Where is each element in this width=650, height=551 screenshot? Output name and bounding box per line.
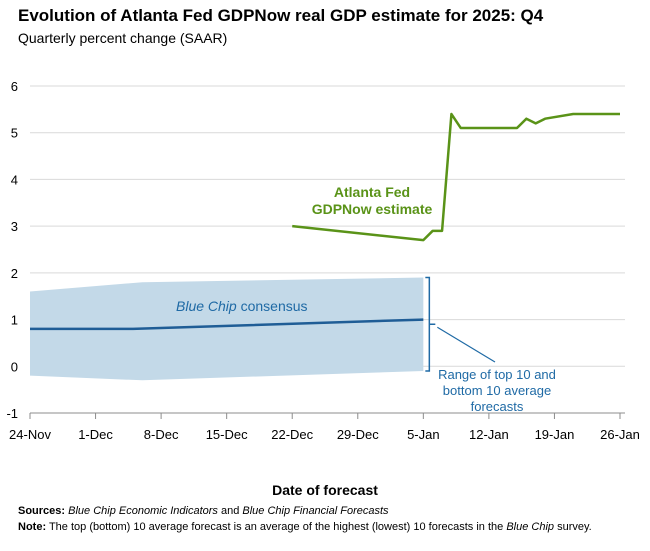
- forecast-range-band: [30, 277, 424, 381]
- y-tick-label-4: 4: [11, 172, 18, 187]
- chart-title: Evolution of Atlanta Fed GDPNow real GDP…: [18, 6, 544, 25]
- note-italic: Blue Chip: [506, 521, 555, 533]
- note-text-2: survey.: [554, 521, 592, 533]
- consensus-annotation-rest: consensus: [237, 298, 308, 314]
- gdpnow-line: [292, 112, 620, 242]
- footnote: Note: The top (bottom) 10 average foreca…: [18, 521, 592, 533]
- x-tick-label-19-Jan: 19-Jan: [535, 427, 575, 442]
- y-tick-label--1: -1: [6, 406, 18, 421]
- source-2: Blue Chip Financial Forecasts: [242, 505, 389, 517]
- x-axis-title: Date of forecast: [272, 482, 378, 498]
- gdpnow-annotation-line1: Atlanta Fed: [334, 184, 410, 200]
- note-label: Note:: [18, 521, 47, 533]
- forecast-range-band-layer: [30, 277, 424, 381]
- x-tick-label-15-Dec: 15-Dec: [206, 427, 248, 442]
- y-tick-label-5: 5: [11, 126, 18, 141]
- sources-and: and: [217, 505, 243, 517]
- series-layer: [30, 112, 620, 331]
- note-text-1: The top (bottom) 10 average forecast is …: [46, 521, 507, 533]
- x-tick-label-22-Dec: 22-Dec: [271, 427, 313, 442]
- x-tick-label-29-Dec: 29-Dec: [337, 427, 379, 442]
- range-annotation-line1: Range of top 10 and: [438, 367, 556, 382]
- sources-note: Sources: Blue Chip Economic Indicators a…: [18, 505, 389, 517]
- x-tick-label-1-Dec: 1-Dec: [78, 427, 113, 442]
- y-tick-label-6: 6: [11, 79, 18, 94]
- y-tick-label-0: 0: [11, 359, 18, 374]
- blue-chip-consensus-line: [30, 318, 424, 331]
- y-tick-label-3: 3: [11, 219, 18, 234]
- consensus-annotation-italic: Blue Chip: [176, 298, 237, 314]
- y-tick-label-2: 2: [11, 266, 18, 281]
- range-bracket: [425, 276, 431, 372]
- x-tick-label-26-Jan: 26-Jan: [600, 427, 640, 442]
- gdpnow-annotation-line2: GDPNow estimate: [312, 201, 433, 217]
- x-tick-label-12-Jan: 12-Jan: [469, 427, 509, 442]
- range-annotation-line3: forecasts: [471, 399, 524, 414]
- range-annotation-line2: bottom 10 average: [443, 383, 551, 398]
- annotations: Atlanta Fed GDPNow estimate Blue Chip co…: [176, 184, 556, 414]
- axes: -1 0 1 2 3 4 5 6 24-Nov 1-Dec 8-Dec 15-Dec 22-Dec 29-…: [6, 79, 639, 442]
- range-leader-line: [437, 326, 496, 363]
- source-1: Blue Chip Economic Indicators: [68, 505, 218, 517]
- chart-subtitle: Quarterly percent change (SAAR): [18, 30, 228, 46]
- consensus-annotation: Blue Chip consensus: [176, 298, 308, 314]
- x-tick-label-8-Dec: 8-Dec: [144, 427, 179, 442]
- sources-label: Sources:: [18, 505, 66, 517]
- y-tick-label-1: 1: [11, 313, 18, 328]
- gdpnow-chart: -1 0 1 2 3 4 5 6 24-Nov 1-Dec 8-Dec 15-Dec 22-Dec 29-…: [6, 79, 639, 442]
- x-tick-label-24-Nov: 24-Nov: [9, 427, 51, 442]
- x-tick-label-5-Jan: 5-Jan: [407, 427, 440, 442]
